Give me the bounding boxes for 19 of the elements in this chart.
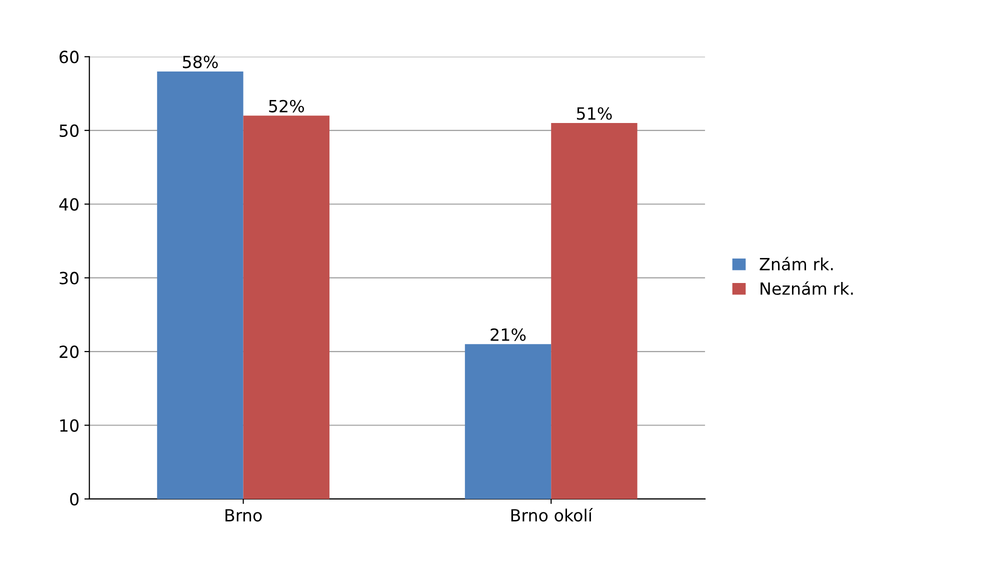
y-tick-label: 20	[60, 346, 79, 358]
data-label: 58%	[182, 56, 218, 68]
legend-label: Neznám rk.	[760, 281, 853, 295]
data-label: 21%	[490, 328, 526, 341]
x-tick-label: Brno okolí	[511, 508, 593, 522]
y-tick-label: 40	[59, 198, 79, 211]
bar	[551, 123, 638, 499]
bar	[464, 344, 552, 499]
y-tick-label: 0	[70, 492, 79, 506]
bar	[157, 71, 244, 499]
x-tick-label: Brno	[226, 509, 262, 522]
y-tick-label: 60	[60, 50, 79, 64]
data-label: 52%	[269, 100, 304, 112]
data-label: 51%	[576, 107, 612, 120]
legend-label: Znám rk.	[760, 256, 833, 270]
bar	[243, 116, 330, 499]
y-tick-label: 10	[60, 419, 79, 432]
y-tick-label: 30	[60, 272, 79, 284]
y-tick-label: 50	[60, 124, 79, 137]
